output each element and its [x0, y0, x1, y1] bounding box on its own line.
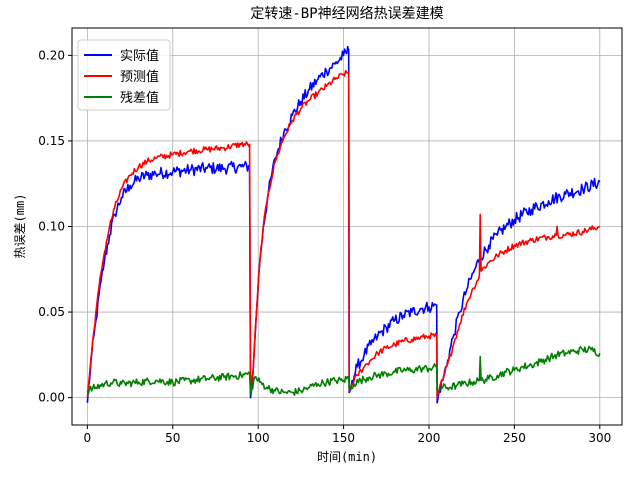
- legend-label: 残差值: [120, 90, 159, 106]
- legend-label: 实际值: [120, 48, 159, 64]
- x-tick-label: 200: [418, 431, 441, 445]
- series-lines: [86, 45, 601, 404]
- grid: [72, 28, 622, 425]
- legend-label: 预测值: [120, 69, 159, 85]
- x-tick-label: 150: [332, 431, 355, 445]
- series-line-2: [86, 69, 601, 399]
- chart-title: 定转速-BP神经网络热误差建模: [250, 6, 443, 22]
- x-axis-label: 时间(min): [317, 450, 377, 464]
- y-tick-label: 0.20: [38, 48, 65, 62]
- y-axis-label: 热误差(mm): [13, 194, 27, 259]
- y-tick-label: 0.10: [38, 220, 65, 234]
- legend-box: [77, 39, 171, 111]
- series-line-1: [86, 45, 601, 404]
- axis-ticks: 0 50 100 150 200 250 300 0.00 0.05 0.10 0.15 0.20: [38, 48, 611, 445]
- y-tick-label: 0.00: [38, 391, 65, 405]
- y-tick-label: 0.05: [38, 305, 65, 319]
- x-tick-label: 250: [503, 431, 526, 445]
- x-tick-label: 300: [588, 431, 611, 445]
- x-tick-label: 0: [84, 431, 92, 445]
- y-tick-label: 0.15: [38, 134, 65, 148]
- series-line-3: [86, 345, 601, 396]
- x-tick-label: 100: [247, 431, 270, 445]
- x-tick-label: 50: [165, 431, 180, 445]
